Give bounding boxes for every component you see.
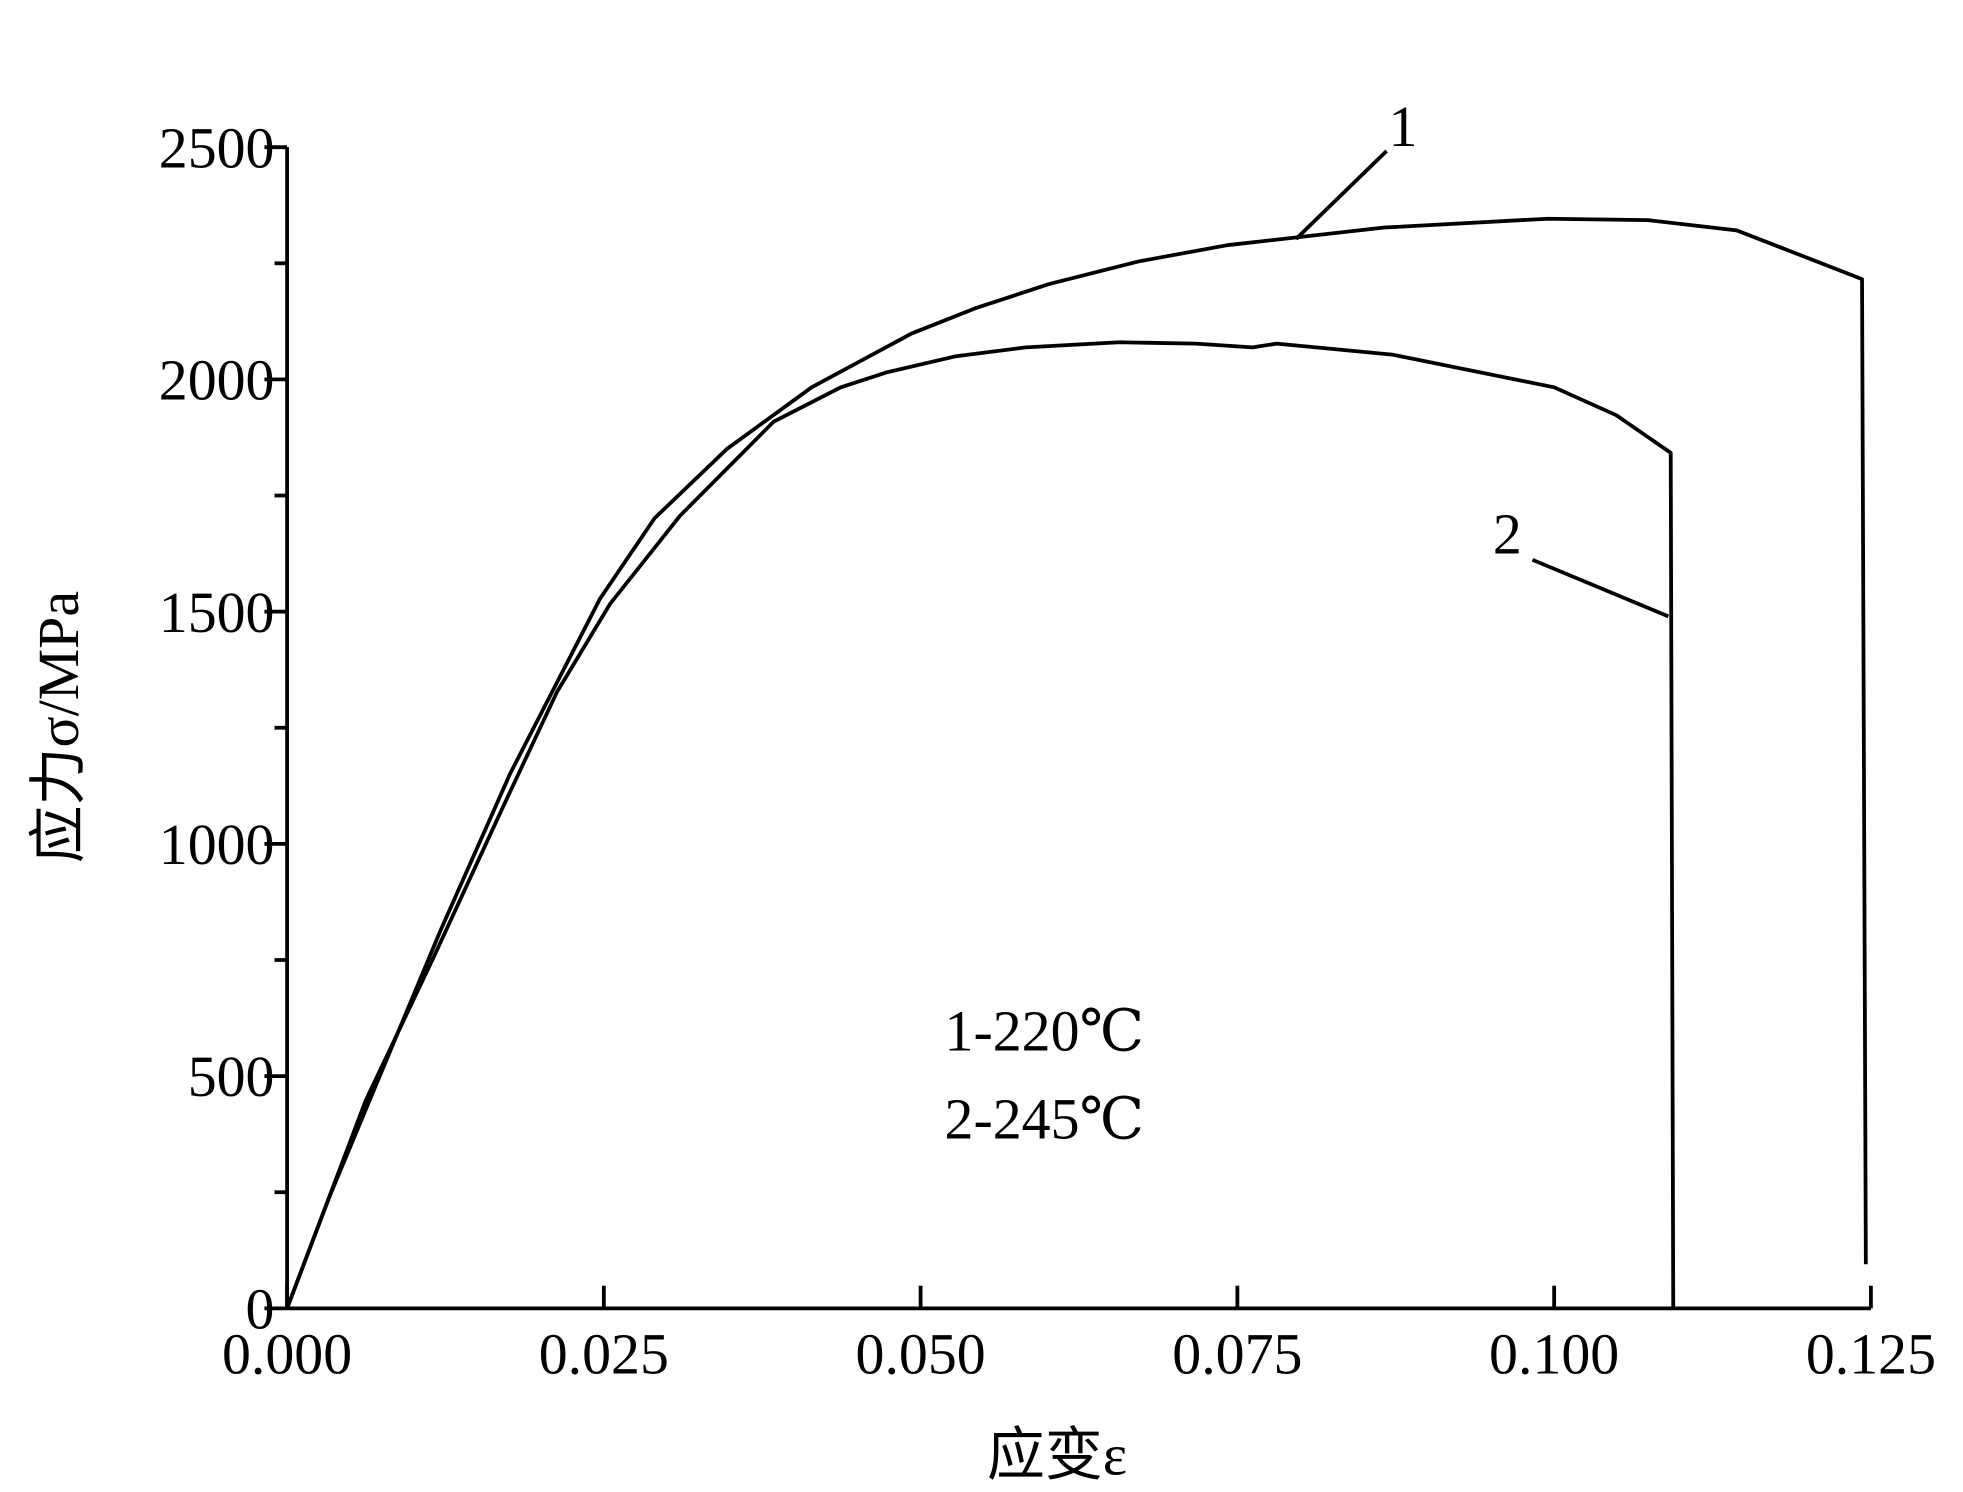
y-tick-label: 1000: [159, 812, 275, 877]
annotation: 1-220℃: [945, 998, 1145, 1063]
data-line: [285, 340, 1676, 1309]
x-tick-label: 0.100: [1489, 1322, 1619, 1387]
y-tick-label: 2500: [159, 115, 275, 180]
x-tick-label: 0.075: [1172, 1322, 1302, 1387]
x-tick-label: 0.125: [1806, 1322, 1936, 1387]
curve-label: 2: [1493, 502, 1522, 567]
x-tick-label: 0.000: [222, 1322, 352, 1387]
x-tick-label: 0.050: [856, 1322, 986, 1387]
x-tick-label: 0.025: [539, 1322, 669, 1387]
curve-label: 1: [1388, 94, 1417, 159]
x-axis-label: 应变ε: [987, 1422, 1127, 1487]
y-tick-label: 2000: [159, 348, 275, 413]
y-tick-label: 0: [246, 1276, 275, 1341]
leader-line: [1294, 149, 1388, 241]
leader-line: [1531, 558, 1670, 619]
y-tick-label: 500: [188, 1044, 275, 1109]
annotation: 2-245℃: [945, 1086, 1145, 1151]
y-tick-label: 1500: [159, 580, 275, 645]
data-line: [285, 216, 1868, 1310]
y-axis-label: 应力σ/MPa: [26, 591, 91, 863]
